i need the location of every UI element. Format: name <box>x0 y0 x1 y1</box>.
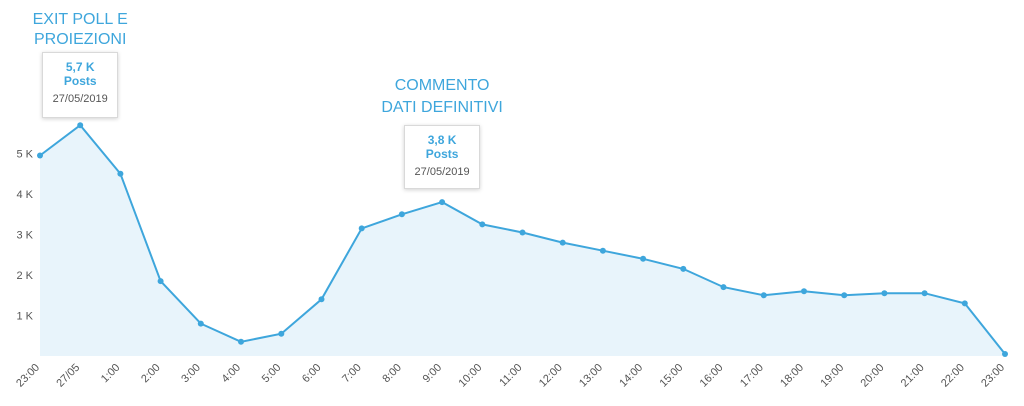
x-tick-label: 13:00 <box>577 362 605 390</box>
x-tick-label: 11:00 <box>497 362 524 389</box>
data-point[interactable] <box>801 288 807 295</box>
data-point[interactable] <box>680 265 687 272</box>
data-point[interactable] <box>640 255 647 262</box>
tooltip-callout: 3,8 K Posts 27/05/2019 <box>404 125 481 189</box>
callout-unit: Posts <box>425 147 459 161</box>
y-tick-label: 5 K <box>16 149 33 161</box>
annotation-layer: EXIT POLL E PROIEZIONI COMMENTO DATI DEFINI… <box>33 11 503 116</box>
x-tick-label: 17:00 <box>738 362 766 390</box>
y-tick-label: 1 K <box>16 311 33 323</box>
y-tick-label: 4 K <box>16 189 33 201</box>
x-tick-label: 20:00 <box>859 362 887 390</box>
callout-value: 5,7 K <box>65 60 95 74</box>
x-tick-label: 19:00 <box>818 362 846 390</box>
x-tick-label: 23:00 <box>979 362 1007 390</box>
data-point[interactable] <box>358 225 365 232</box>
tooltip-callout: 5,7 K Posts 27/05/2019 <box>42 52 119 118</box>
y-axis: 1 K 2 K 3 K 4 K 5 K <box>16 149 33 323</box>
x-tick-label: 10:00 <box>456 362 484 390</box>
x-tick-label: 6:00 <box>300 362 324 386</box>
x-tick-label: 22:00 <box>939 362 967 390</box>
data-point[interactable] <box>881 290 888 297</box>
data-point[interactable] <box>157 278 164 285</box>
data-point[interactable] <box>599 247 606 254</box>
x-axis: 23:00 27/05 1:00 2:00 3:00 4:00 5:00 6:00 7:00 8:… <box>14 362 1007 390</box>
data-point[interactable] <box>519 229 526 236</box>
data-point[interactable] <box>117 170 124 177</box>
y-tick-label: 2 K <box>16 270 33 282</box>
x-tick-label: 8:00 <box>380 362 404 386</box>
annotation-title: COMMENTO <box>395 77 490 94</box>
points-layer <box>37 122 1008 357</box>
x-tick-label: 14:00 <box>617 362 645 390</box>
area-layer <box>40 125 1005 356</box>
x-tick-label: 15:00 <box>657 362 685 390</box>
x-tick-label: 1:00 <box>99 362 123 386</box>
x-tick-label: 3:00 <box>179 362 203 386</box>
data-point[interactable] <box>760 292 767 299</box>
callout-unit: Posts <box>63 74 97 88</box>
x-tick-label: 9:00 <box>421 362 445 386</box>
data-point[interactable] <box>278 330 285 337</box>
data-point[interactable] <box>559 239 566 246</box>
x-tick-label: 18:00 <box>778 362 806 390</box>
data-point[interactable] <box>961 300 968 307</box>
data-point[interactable] <box>238 338 244 345</box>
x-tick-label: 7:00 <box>340 362 364 386</box>
data-point[interactable] <box>197 320 204 327</box>
callout-date: 27/05/2019 <box>52 93 108 105</box>
x-tick-label: 2:00 <box>139 362 163 386</box>
data-point[interactable] <box>921 290 928 297</box>
x-tick-label: 5:00 <box>260 362 284 386</box>
data-point[interactable] <box>720 284 727 291</box>
annotation-title: PROIEZIONI <box>34 31 126 48</box>
area-fill <box>40 125 1005 356</box>
annotation-title: EXIT POLL E <box>33 11 128 28</box>
data-point[interactable] <box>479 221 486 228</box>
callout-value: 3,8 K <box>427 133 457 147</box>
data-point[interactable] <box>439 199 446 206</box>
data-point[interactable] <box>318 296 325 303</box>
data-point[interactable] <box>1002 351 1008 357</box>
x-tick-label: 12:00 <box>537 362 565 390</box>
x-tick-label: 16:00 <box>698 362 726 390</box>
callout-date: 27/05/2019 <box>414 166 470 178</box>
x-tick-label: 21:00 <box>899 362 927 390</box>
x-tick-label: 4:00 <box>219 362 243 386</box>
y-tick-label: 3 K <box>16 230 33 242</box>
data-point[interactable] <box>398 211 405 218</box>
data-point[interactable] <box>841 292 848 299</box>
x-tick-label: 23:00 <box>14 362 42 390</box>
x-tick-label: 27/05 <box>54 362 82 390</box>
data-point[interactable] <box>37 152 43 159</box>
annotation-title: DATI DEFINITIVI <box>381 99 502 116</box>
data-point[interactable] <box>77 122 84 129</box>
